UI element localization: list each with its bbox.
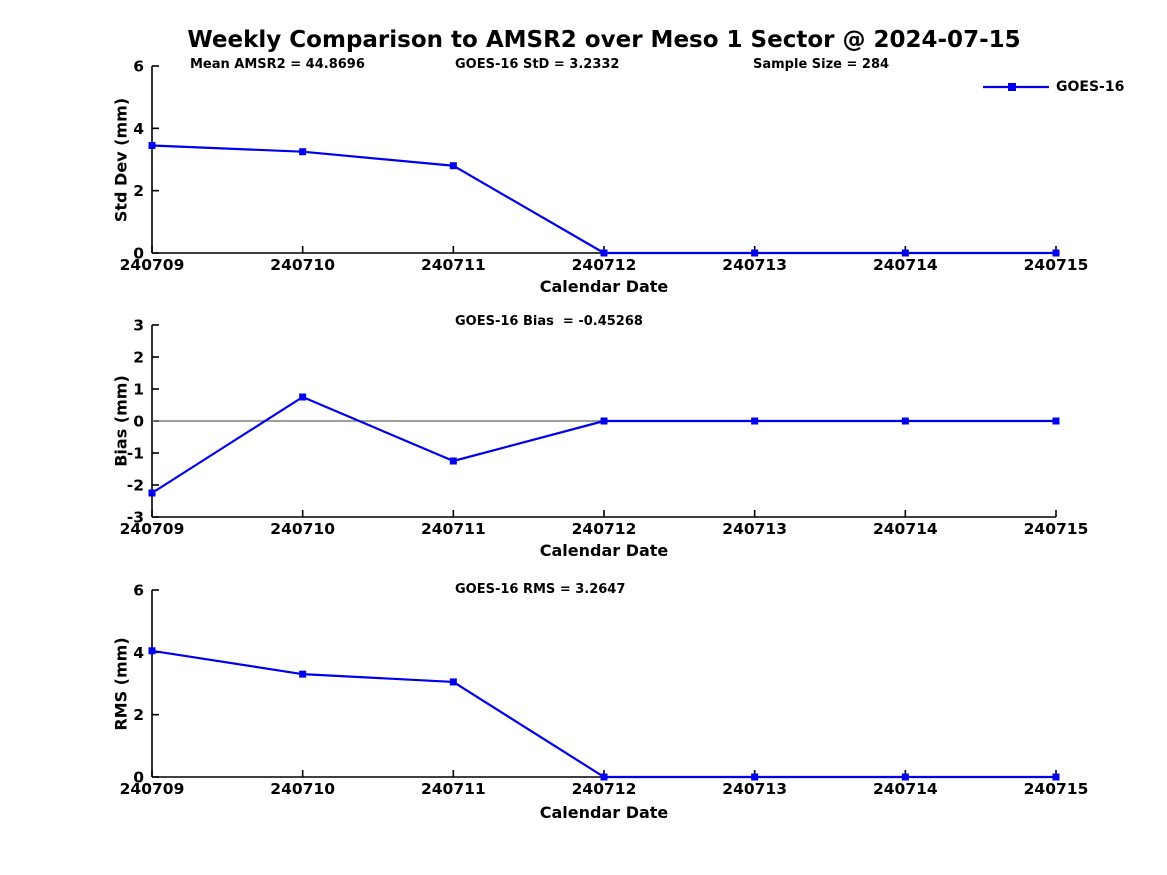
- data-point-marker: [600, 249, 608, 257]
- data-point-marker: [299, 393, 307, 401]
- y-tick-label: 2: [133, 706, 144, 724]
- legend-label: GOES-16: [1056, 79, 1125, 95]
- x-tick-label: 240709: [120, 780, 185, 798]
- x-tick-label: 240710: [270, 780, 335, 798]
- data-line: [151, 649, 1056, 779]
- x-tick-label: 240712: [572, 780, 637, 798]
- legend-square-marker: [1008, 83, 1016, 91]
- y-tick-label: 3: [133, 317, 144, 335]
- x-tick-label: 240714: [873, 256, 938, 274]
- data-point-marker: [1052, 417, 1060, 425]
- figure-title: Weekly Comparison to AMSR2 over Meso 1 S…: [187, 27, 1021, 53]
- x-tick-label: 240714: [873, 780, 938, 798]
- data-point-marker: [299, 670, 307, 678]
- y-tick-label: 4: [133, 120, 144, 138]
- y-tick-label: 6: [133, 582, 144, 600]
- x-tick-label: 240711: [421, 780, 486, 798]
- annotation-goes16-std: GOES-16 StD = 3.2332: [455, 57, 620, 72]
- y-tick-label: -2: [127, 477, 144, 495]
- y-axis-label-rms: RMS (mm): [111, 637, 131, 731]
- data-point-marker: [299, 148, 307, 156]
- legend-line-marker-icon: [983, 83, 1049, 91]
- data-point-marker: [148, 489, 156, 497]
- x-tick-label: 240714: [873, 520, 938, 538]
- x-tick-label: 240712: [572, 520, 637, 538]
- data-line: [151, 395, 1056, 494]
- x-tick-label: 240713: [722, 520, 787, 538]
- x-tick-label: 240710: [270, 256, 335, 274]
- x-tick-label: 240711: [421, 256, 486, 274]
- x-tick-label: 240711: [421, 520, 486, 538]
- y-tick-label: -3: [127, 509, 144, 527]
- data-point-marker: [148, 647, 156, 655]
- data-point-marker: [148, 141, 156, 149]
- data-point-marker: [449, 678, 457, 686]
- data-point-marker: [449, 162, 457, 170]
- data-point-marker: [449, 457, 457, 465]
- x-axis-label-calendar-date-3: Calendar Date: [539, 803, 669, 822]
- annotation-goes16-rms: GOES-16 RMS = 3.2647: [455, 582, 626, 597]
- x-axis-label-calendar-date-2: Calendar Date: [539, 541, 669, 560]
- y-axis-label-stddev: Std Dev (mm): [111, 97, 131, 223]
- x-tick-label: 240710: [270, 520, 335, 538]
- data-point-marker: [901, 249, 909, 257]
- data-point-marker: [600, 417, 608, 425]
- x-tick-label: 240715: [1024, 780, 1089, 798]
- data-point-marker: [751, 417, 759, 425]
- data-line: [151, 144, 1056, 255]
- y-tick-label: 6: [133, 58, 144, 76]
- y-tick-label: -1: [127, 445, 144, 463]
- x-tick-label: 240709: [120, 520, 185, 538]
- x-tick-label: 240713: [722, 780, 787, 798]
- data-point-marker: [901, 417, 909, 425]
- data-point-marker: [1052, 249, 1060, 257]
- bias-plot: -3 -2 -1 0 1 2 3 240709 240710 240711 240712 240713…: [120, 317, 1089, 539]
- x-tick-label: 240709: [120, 256, 185, 274]
- legend: GOES-16: [983, 79, 1124, 95]
- annotation-sample-size: Sample Size = 284: [753, 57, 890, 72]
- x-tick-label: 240713: [722, 256, 787, 274]
- data-point-marker: [751, 249, 759, 257]
- annotation-mean-amsr2: Mean AMSR2 = 44.8696: [190, 57, 365, 72]
- rms-plot: 0 2 4 6 240709 240710 240711 240712 240713 240714…: [120, 582, 1089, 799]
- x-axis-label-calendar-date-1: Calendar Date: [539, 277, 669, 296]
- data-point-marker: [600, 773, 608, 781]
- x-tick-label: 240715: [1024, 256, 1089, 274]
- y-tick-label: 0: [133, 413, 144, 431]
- y-tick-label: 0: [133, 769, 144, 787]
- data-point-marker: [901, 773, 909, 781]
- data-point-marker: [1052, 773, 1060, 781]
- y-tick-label: 0: [133, 245, 144, 263]
- x-tick-label: 240715: [1024, 520, 1089, 538]
- y-tick-label: 2: [133, 349, 144, 367]
- annotation-goes16-bias: GOES-16 Bias = -0.45268: [455, 314, 643, 329]
- x-tick-label: 240712: [572, 256, 637, 274]
- y-tick-label: 2: [133, 182, 144, 200]
- data-point-marker: [751, 773, 759, 781]
- y-tick-label: 1: [133, 381, 144, 399]
- y-tick-label: 4: [133, 644, 144, 662]
- stddev-plot: 0 2 4 6 240709 240710 240711 240712 240713 240714…: [120, 58, 1089, 275]
